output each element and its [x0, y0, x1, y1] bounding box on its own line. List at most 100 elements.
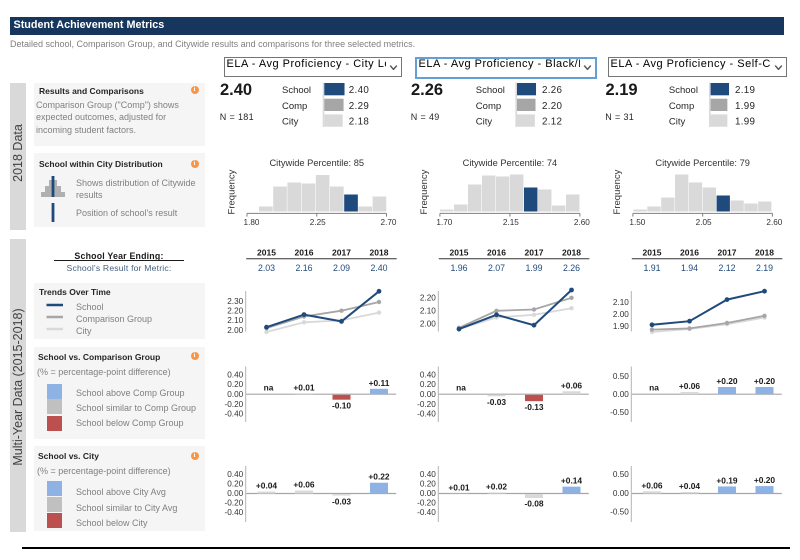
svg-text:2.60: 2.60	[574, 218, 590, 227]
svg-text:-0.20: -0.20	[417, 400, 436, 409]
svg-text:2016: 2016	[680, 247, 699, 257]
svg-text:2017: 2017	[718, 247, 737, 257]
svg-text:0.00: 0.00	[613, 390, 629, 399]
svg-text:Comp: Comp	[282, 101, 307, 112]
svg-text:2.26: 2.26	[411, 81, 443, 99]
svg-text:School: School	[476, 85, 505, 96]
svg-text:Citywide Percentile: 85: Citywide Percentile: 85	[269, 158, 364, 168]
svg-text:2.16: 2.16	[295, 263, 312, 273]
svg-text:2.12: 2.12	[542, 116, 562, 127]
svg-text:+0.06: +0.06	[293, 480, 315, 490]
svg-text:na: na	[649, 383, 659, 393]
svg-text:2015: 2015	[257, 247, 276, 257]
svg-text:-0.40: -0.40	[417, 508, 436, 517]
svg-text:0.20: 0.20	[420, 380, 436, 389]
svg-text:Frequency: Frequency	[419, 169, 430, 214]
svg-text:-0.50: -0.50	[610, 507, 629, 516]
svg-text:+0.02: +0.02	[486, 482, 508, 492]
svg-text:2015: 2015	[643, 247, 662, 257]
svg-text:na: na	[264, 383, 274, 393]
svg-text:0.40: 0.40	[227, 470, 243, 479]
svg-text:2.05: 2.05	[696, 218, 712, 227]
svg-text:School: School	[282, 85, 311, 96]
svg-text:-0.03: -0.03	[332, 496, 351, 506]
svg-text:2018: 2018	[562, 247, 581, 257]
svg-text:2.70: 2.70	[381, 218, 397, 227]
svg-text:-0.03: -0.03	[487, 397, 506, 407]
svg-text:2.25: 2.25	[310, 218, 326, 227]
svg-text:+0.04: +0.04	[256, 481, 278, 491]
svg-text:1.99: 1.99	[525, 263, 542, 273]
svg-text:-0.40: -0.40	[225, 410, 244, 419]
svg-text:2.10: 2.10	[227, 316, 243, 325]
svg-text:-0.13: -0.13	[524, 402, 543, 412]
svg-text:2018: 2018	[755, 247, 774, 257]
svg-text:0.50: 0.50	[613, 372, 629, 381]
svg-text:Citywide Percentile: 74: Citywide Percentile: 74	[463, 158, 558, 168]
svg-text:2.20: 2.20	[420, 294, 436, 303]
svg-text:-0.20: -0.20	[225, 400, 244, 409]
svg-text:+0.19: +0.19	[716, 475, 738, 485]
svg-text:1.91: 1.91	[643, 263, 660, 273]
svg-text:Frequency: Frequency	[226, 169, 237, 214]
svg-text:Citywide Percentile: 79: Citywide Percentile: 79	[655, 158, 750, 168]
svg-text:2.40: 2.40	[349, 85, 370, 96]
svg-text:-0.40: -0.40	[417, 410, 436, 419]
svg-text:0.00: 0.00	[420, 489, 436, 498]
svg-text:0.40: 0.40	[420, 470, 436, 479]
svg-text:2.00: 2.00	[613, 310, 629, 319]
svg-text:2.26: 2.26	[542, 85, 563, 96]
svg-text:-0.40: -0.40	[225, 508, 244, 517]
svg-text:+0.20: +0.20	[716, 376, 738, 386]
svg-text:+0.06: +0.06	[679, 381, 701, 391]
svg-text:+0.22: +0.22	[368, 472, 390, 482]
svg-text:0.40: 0.40	[227, 370, 243, 379]
svg-text:2.12: 2.12	[718, 263, 735, 273]
svg-text:2.10: 2.10	[420, 307, 436, 316]
svg-text:0.40: 0.40	[420, 370, 436, 379]
svg-text:0.20: 0.20	[227, 479, 243, 488]
svg-text:2.40: 2.40	[370, 263, 387, 273]
svg-text:+0.11: +0.11	[369, 378, 390, 388]
svg-text:2015: 2015	[450, 247, 469, 257]
svg-text:2.20: 2.20	[227, 307, 243, 316]
svg-text:-0.20: -0.20	[417, 498, 436, 507]
svg-text:Comp: Comp	[476, 101, 501, 112]
svg-text:2.10: 2.10	[613, 298, 629, 307]
svg-text:City: City	[282, 116, 299, 127]
svg-text:City: City	[669, 116, 686, 127]
svg-text:2.19: 2.19	[735, 85, 755, 96]
svg-text:2.09: 2.09	[333, 263, 350, 273]
svg-text:City: City	[476, 116, 493, 127]
svg-text:+0.20: +0.20	[754, 376, 776, 386]
svg-text:+0.01: +0.01	[448, 482, 470, 492]
svg-text:2.07: 2.07	[488, 263, 505, 273]
svg-text:2016: 2016	[295, 247, 314, 257]
svg-text:+0.06: +0.06	[561, 380, 583, 390]
svg-text:2.30: 2.30	[227, 297, 243, 306]
svg-text:+0.06: +0.06	[641, 480, 663, 490]
svg-text:Comp: Comp	[669, 101, 694, 112]
svg-text:na: na	[456, 383, 466, 393]
svg-text:2.03: 2.03	[258, 263, 275, 273]
svg-text:1.80: 1.80	[244, 218, 260, 227]
svg-text:2.00: 2.00	[420, 320, 436, 329]
svg-text:+0.14: +0.14	[561, 476, 583, 486]
svg-text:2.15: 2.15	[503, 218, 519, 227]
svg-text:0.00: 0.00	[227, 489, 243, 498]
svg-text:+0.04: +0.04	[679, 481, 701, 491]
svg-text:Frequency: Frequency	[612, 169, 623, 214]
svg-text:2.20: 2.20	[542, 101, 563, 112]
svg-text:-0.08: -0.08	[524, 499, 543, 509]
svg-text:2.60: 2.60	[766, 218, 782, 227]
svg-text:0.50: 0.50	[613, 470, 629, 479]
svg-text:0.00: 0.00	[227, 390, 243, 399]
svg-text:2018: 2018	[370, 247, 389, 257]
svg-text:-0.20: -0.20	[225, 498, 244, 507]
svg-text:2.26: 2.26	[563, 263, 580, 273]
svg-text:1.70: 1.70	[436, 218, 452, 227]
svg-text:0.20: 0.20	[420, 479, 436, 488]
svg-text:1.99: 1.99	[735, 101, 755, 112]
svg-text:+0.20: +0.20	[754, 475, 776, 485]
svg-text:1.99: 1.99	[735, 116, 755, 127]
